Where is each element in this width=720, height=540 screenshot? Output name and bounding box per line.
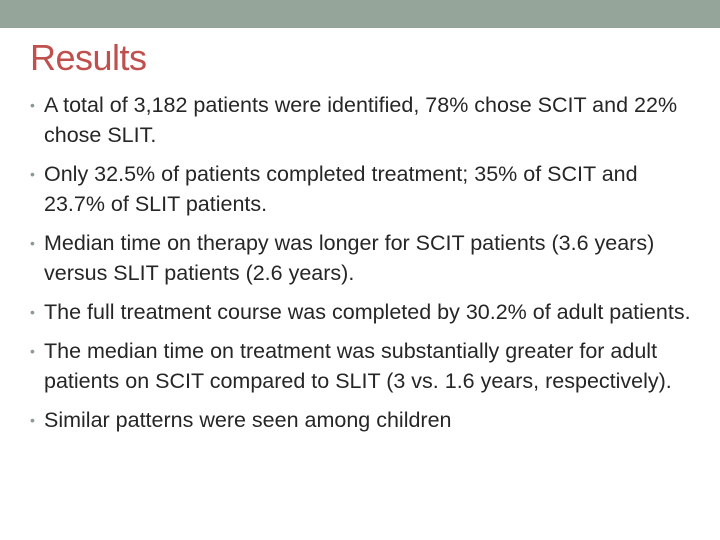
bullet-text: Similar patterns were seen among childre…	[44, 408, 452, 432]
bullet-text: A total of 3,182 patients were identifie…	[44, 93, 678, 147]
bullet-item: • The full treatment course was complete…	[30, 297, 700, 327]
top-accent-band	[0, 0, 720, 28]
bullet-text: The full treatment course was completed …	[44, 300, 691, 324]
bullet-list: • A total of 3,182 patients were identif…	[30, 90, 700, 444]
bullet-text: Median time on therapy was longer for SC…	[44, 231, 655, 285]
bullet-marker: •	[30, 97, 35, 113]
bullet-marker: •	[30, 166, 35, 182]
bullet-marker: •	[30, 235, 35, 251]
bullet-marker: •	[30, 412, 35, 428]
bullet-item: • Median time on therapy was longer for …	[30, 228, 700, 288]
slide-title: Results	[30, 37, 147, 78]
bullet-item: • The median time on treatment was subst…	[30, 336, 700, 396]
bullet-item: • Only 32.5% of patients completed treat…	[30, 159, 700, 219]
bullet-item: • Similar patterns were seen among child…	[30, 405, 700, 435]
bullet-marker: •	[30, 343, 35, 359]
bullet-item: • A total of 3,182 patients were identif…	[30, 90, 700, 150]
bullet-text: The median time on treatment was substan…	[44, 339, 672, 393]
bullet-text: Only 32.5% of patients completed treatme…	[44, 162, 638, 216]
bullet-marker: •	[30, 304, 35, 320]
